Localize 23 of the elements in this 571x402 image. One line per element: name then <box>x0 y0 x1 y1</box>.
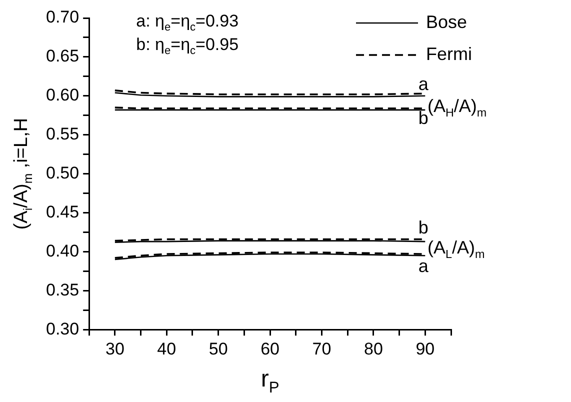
y-tick-label: 0.55 <box>46 124 80 144</box>
y-tick-label: 0.65 <box>46 46 80 66</box>
x-tick-label: 70 <box>312 339 332 358</box>
y-tick-label: 0.70 <box>46 8 80 27</box>
y-tick-label: 0.30 <box>46 319 80 338</box>
x-tick-label: 50 <box>208 339 228 358</box>
y-tick-label: 0.50 <box>46 163 80 182</box>
annotation: a <box>418 74 430 94</box>
y-axis-title: (Ai/A)m ,i=L,H <box>11 118 36 230</box>
x-tick-label: 90 <box>416 339 435 358</box>
y-tick-label: 0.60 <box>46 86 80 105</box>
legend-label: Bose <box>426 12 468 32</box>
y-tick-label: 0.35 <box>46 280 80 300</box>
x-tick-label: 60 <box>260 339 280 358</box>
y-tick-label: 0.40 <box>46 241 80 260</box>
x-tick-label: 40 <box>157 339 176 358</box>
x-tick-label: 80 <box>364 339 383 358</box>
annotation: b <box>418 217 428 238</box>
annotation: b <box>418 108 428 128</box>
x-tick-label: 30 <box>105 339 124 358</box>
annotation: a <box>418 256 430 276</box>
legend-label: Fermi <box>426 44 472 64</box>
y-tick-label: 0.45 <box>46 202 80 222</box>
